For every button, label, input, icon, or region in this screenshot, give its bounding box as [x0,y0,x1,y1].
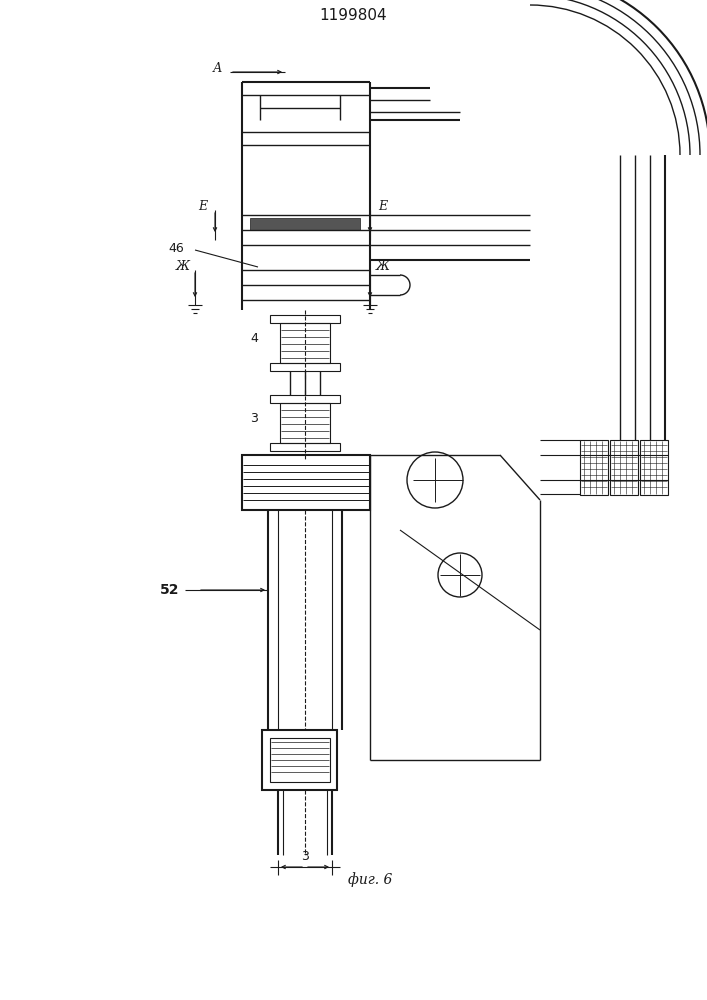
Text: 1199804: 1199804 [319,8,387,23]
Bar [610,440,638,495]
Text: А: А [212,62,222,75]
Text: 46: 46 [168,241,184,254]
Bar [250,218,360,230]
Text: Е: Е [199,200,208,214]
Bar [270,395,340,403]
Bar [280,403,330,443]
Text: Ж: Ж [376,260,390,273]
Bar [580,440,608,495]
Bar [270,443,340,451]
Bar [270,363,340,371]
Bar [280,323,330,363]
Text: Е: Е [378,200,387,214]
Bar [262,730,337,790]
Bar [270,315,340,323]
Text: 4: 4 [250,332,258,344]
Bar [242,455,370,510]
Text: 52: 52 [160,583,180,597]
Text: Ж: Ж [176,260,190,273]
Text: 3: 3 [301,850,309,863]
Bar [640,440,668,495]
Text: 3: 3 [250,412,258,424]
Text: фиг. 6: фиг. 6 [348,873,392,887]
Bar [270,738,330,782]
